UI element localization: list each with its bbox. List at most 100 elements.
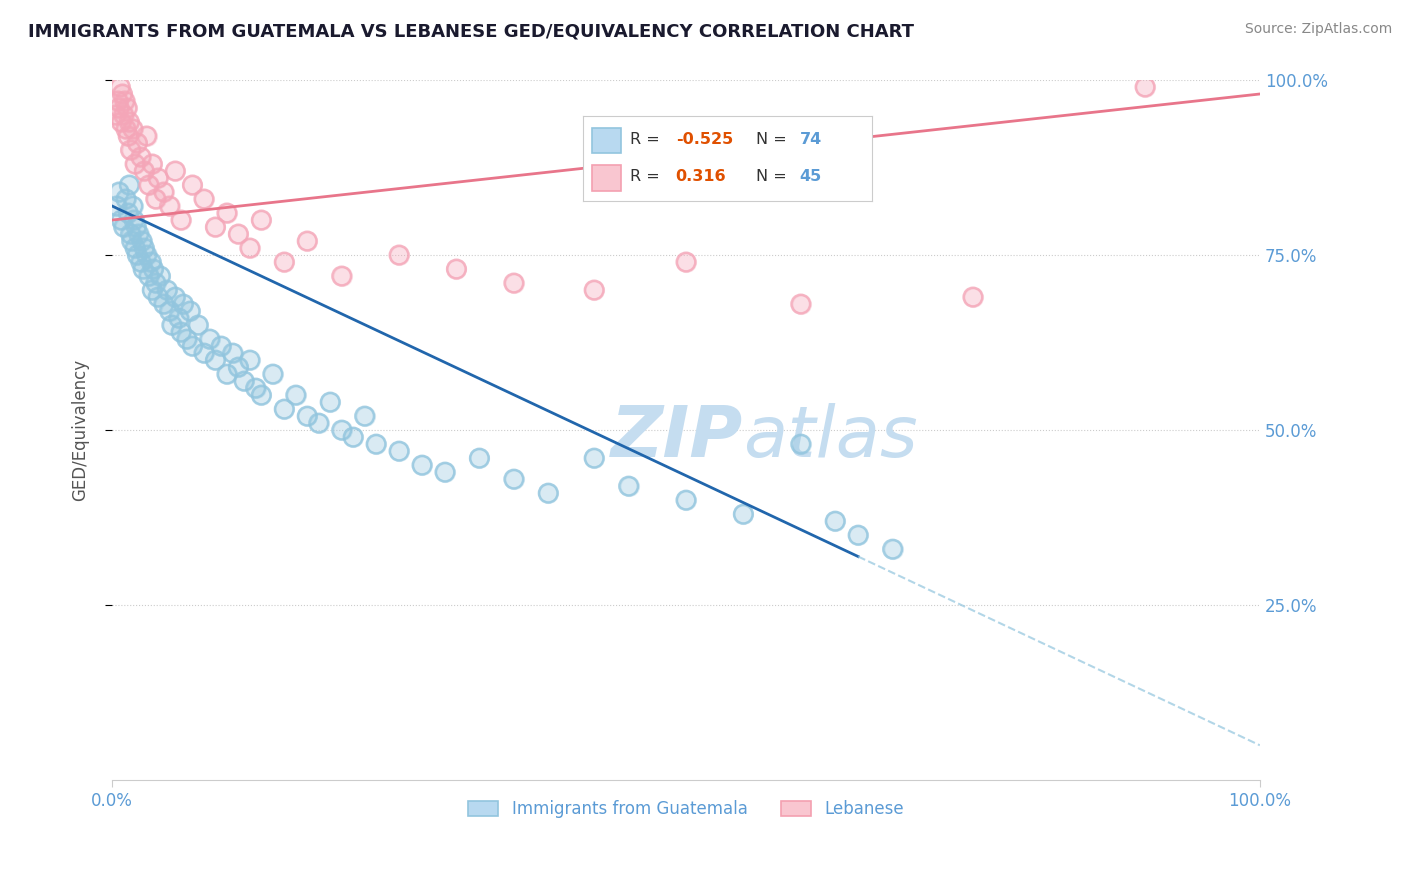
Point [388, 444, 411, 458]
Point [176, 332, 198, 346]
Point [127, 248, 149, 262]
Point [128, 227, 150, 241]
Y-axis label: GED/Equivalency: GED/Equivalency [72, 359, 89, 501]
Point [179, 304, 201, 318]
Point [790, 437, 813, 451]
Point [153, 297, 176, 311]
Point [115, 101, 138, 115]
Point [115, 122, 138, 136]
Point [142, 262, 165, 277]
Point [115, 192, 138, 206]
Point [128, 227, 150, 241]
Point [141, 283, 163, 297]
Point [145, 276, 167, 290]
Point [537, 486, 560, 500]
Text: R =: R = [630, 132, 665, 147]
Point [733, 507, 755, 521]
Point [118, 115, 141, 129]
Point [107, 94, 129, 108]
Point [138, 268, 160, 283]
Point [121, 234, 143, 248]
Text: N =: N = [756, 132, 793, 147]
Point [228, 227, 250, 241]
Point [132, 262, 155, 277]
Point [433, 465, 456, 479]
Point [146, 290, 169, 304]
Point [117, 128, 139, 143]
Point [245, 381, 267, 395]
Point [141, 255, 163, 269]
Point [204, 353, 226, 368]
Point [129, 150, 152, 164]
Text: 45: 45 [800, 169, 823, 185]
Point [112, 108, 135, 122]
Point [319, 395, 342, 409]
Text: Source: ZipAtlas.com: Source: ZipAtlas.com [1244, 22, 1392, 37]
Point [198, 332, 221, 346]
Point [297, 409, 319, 424]
Point [120, 227, 142, 241]
Point [118, 178, 141, 192]
Point [141, 157, 163, 171]
Point [114, 94, 136, 108]
Point [108, 101, 131, 115]
Point [117, 206, 139, 220]
Point [120, 143, 142, 157]
Point [239, 353, 262, 368]
Point [132, 262, 155, 277]
Point [330, 423, 353, 437]
Point [138, 268, 160, 283]
Text: ZIP: ZIP [612, 402, 744, 472]
Point [198, 332, 221, 346]
Point [124, 157, 146, 171]
Point [1133, 80, 1156, 95]
Point [468, 451, 491, 466]
Point [297, 234, 319, 248]
Point [250, 213, 273, 227]
Point [121, 122, 143, 136]
FancyBboxPatch shape [592, 128, 621, 153]
Point [250, 388, 273, 402]
Point [308, 416, 330, 430]
Point [215, 367, 238, 381]
Point [110, 115, 132, 129]
Point [110, 213, 132, 227]
Point [468, 451, 491, 466]
Point [165, 164, 187, 178]
Point [112, 108, 135, 122]
Point [127, 136, 149, 150]
Point [145, 192, 167, 206]
Point [146, 171, 169, 186]
Point [250, 213, 273, 227]
Point [790, 297, 813, 311]
Text: IMMIGRANTS FROM GUATEMALA VS LEBANESE GED/EQUIVALENCY CORRELATION CHART: IMMIGRANTS FROM GUATEMALA VS LEBANESE GE… [28, 22, 914, 40]
Point [846, 528, 869, 542]
Point [239, 241, 262, 255]
Point [179, 304, 201, 318]
Point [134, 241, 156, 255]
Point [108, 185, 131, 199]
Point [107, 94, 129, 108]
Point [330, 423, 353, 437]
Point [172, 297, 194, 311]
Point [110, 213, 132, 227]
Point [675, 493, 697, 508]
Point [675, 255, 697, 269]
Point [193, 346, 215, 360]
Point [122, 213, 145, 227]
Point [193, 192, 215, 206]
Point [353, 409, 375, 424]
Point [228, 227, 250, 241]
Point [239, 241, 262, 255]
Point [120, 143, 142, 157]
Point [138, 178, 160, 192]
Point [170, 213, 193, 227]
Point [366, 437, 388, 451]
Point [187, 318, 209, 332]
Point [181, 178, 204, 192]
Point [153, 185, 176, 199]
Point [125, 220, 148, 235]
Point [142, 262, 165, 277]
Point [121, 234, 143, 248]
Point [145, 192, 167, 206]
